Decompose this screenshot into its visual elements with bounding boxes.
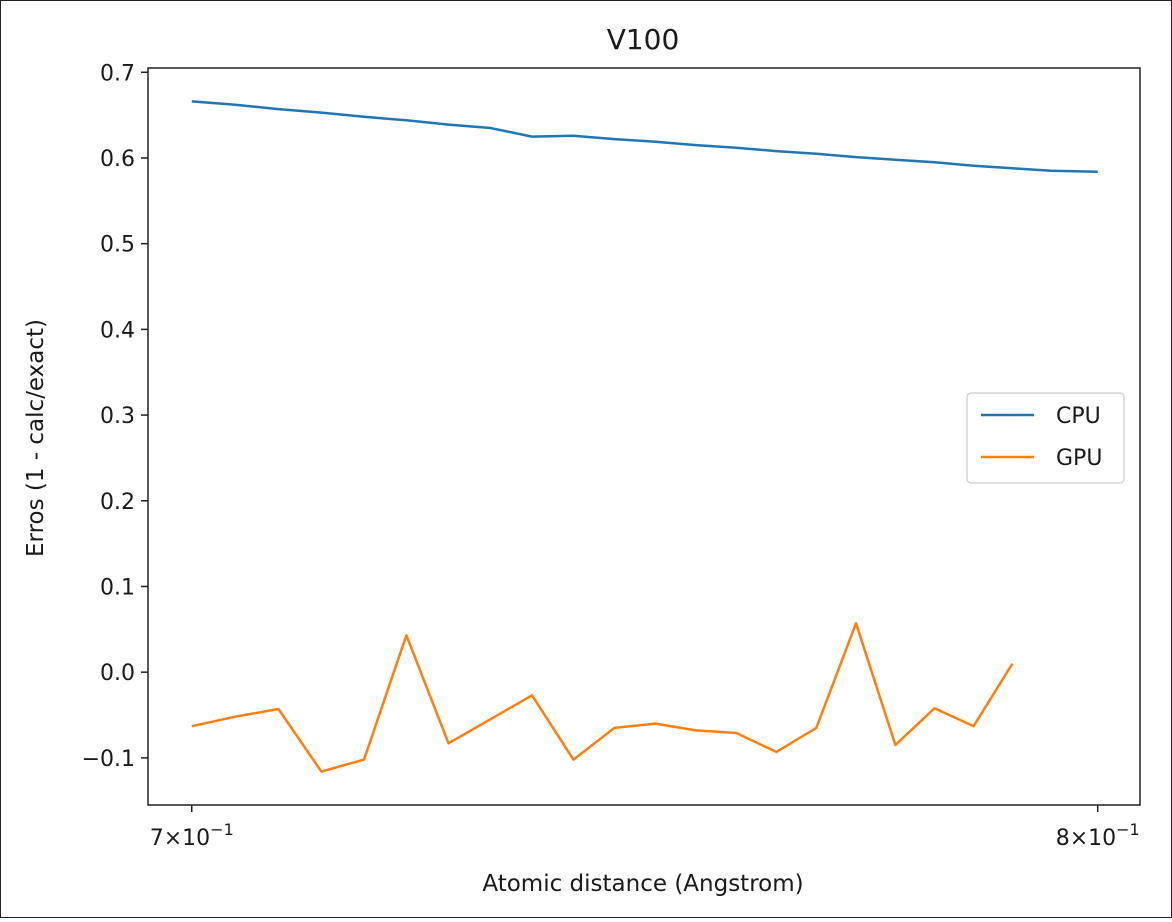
y-tick-label: 0.5 bbox=[100, 233, 135, 258]
x-tick-mantissa: 10 bbox=[182, 826, 210, 851]
y-tick-label: −0.1 bbox=[82, 747, 135, 772]
y-axis-ticks: 0.7 0.6 0.5 0.4 0.3 0.2 0.1 0.0 −0.1 bbox=[82, 61, 148, 772]
y-tick-label: 0.0 bbox=[100, 661, 135, 686]
x-tick-base: 8 bbox=[1056, 826, 1070, 851]
y-axis-label: Erros (1 - calc/exact) bbox=[23, 319, 49, 557]
y-tick-label: 0.3 bbox=[100, 404, 135, 429]
y-tick-label: 0.6 bbox=[100, 147, 135, 172]
x-tick-base: 7 bbox=[150, 826, 164, 851]
legend-label-gpu: GPU bbox=[1056, 446, 1102, 471]
x-axis-label: Atomic distance (Angstrom) bbox=[482, 871, 803, 897]
x-tick-times: × bbox=[1070, 826, 1088, 851]
x-tick-mantissa: 10 bbox=[1088, 826, 1116, 851]
series-line-gpu bbox=[191, 622, 1014, 773]
x-tick-exponent: −1 bbox=[210, 820, 234, 839]
y-tick-label: 0.7 bbox=[100, 61, 135, 86]
series-lines bbox=[191, 100, 1098, 773]
x-tick-exponent: −1 bbox=[1116, 820, 1140, 839]
series-line-cpu bbox=[191, 100, 1098, 173]
legend: CPU GPU bbox=[966, 392, 1125, 484]
x-axis-ticks: 7×10−1 8×10−1 bbox=[150, 805, 1140, 851]
x-tick-label: 7×10−1 bbox=[150, 820, 234, 851]
chart-title: V100 bbox=[607, 23, 680, 56]
y-tick-label: 0.1 bbox=[100, 575, 135, 600]
y-tick-label: 0.4 bbox=[100, 318, 135, 343]
y-tick-label: 0.2 bbox=[100, 490, 135, 515]
x-tick-times: × bbox=[164, 826, 182, 851]
legend-label-cpu: CPU bbox=[1056, 404, 1101, 429]
x-tick-label: 8×10−1 bbox=[1056, 820, 1140, 851]
